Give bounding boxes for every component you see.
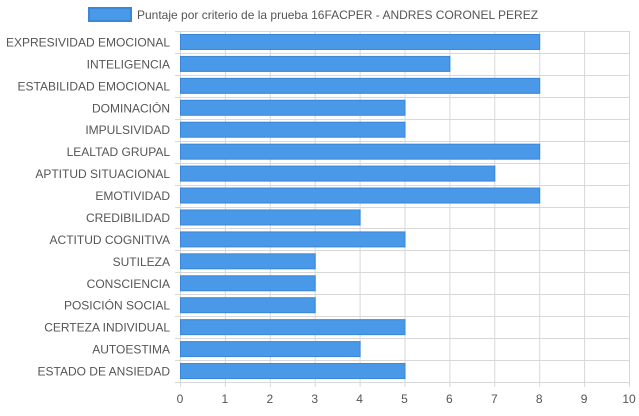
- category-label: SUTILEZA: [113, 255, 170, 269]
- x-axis-labels: 0 1 2 3 4 5 6 7 8 9 10: [177, 392, 636, 406]
- bar[interactable]: [180, 165, 496, 182]
- category-label: EXPRESIVIDAD EMOCIONAL: [6, 35, 170, 49]
- bar[interactable]: [180, 99, 406, 116]
- y-axis-labels: EXPRESIVIDAD EMOCIONAL INTELIGENCIA ESTABI…: [6, 35, 170, 378]
- category-label: EMOTIVIDAD: [95, 189, 170, 203]
- x-tick-label: 9: [581, 392, 588, 406]
- bar[interactable]: [180, 297, 316, 314]
- category-label: DOMINACIÓN: [92, 100, 170, 115]
- category-label: CREDIBILIDAD: [86, 211, 170, 225]
- legend-label: Puntaje por criterio de la prueba 16FACP…: [137, 8, 538, 22]
- category-label: ACTITUD COGNITIVA: [50, 233, 170, 247]
- x-tick-label: 8: [536, 392, 543, 406]
- category-label: LEALTAD GRUPAL: [67, 145, 171, 159]
- bar[interactable]: [180, 319, 406, 336]
- category-label: INTELIGENCIA: [87, 57, 170, 71]
- bar[interactable]: [180, 187, 541, 204]
- bar[interactable]: [180, 341, 361, 358]
- x-tick-label: 3: [311, 392, 318, 406]
- legend-swatch: [88, 7, 132, 22]
- x-tick-label: 2: [266, 392, 273, 406]
- category-label: APTITUD SITUACIONAL: [35, 167, 170, 181]
- category-label: AUTOESTIMA: [92, 343, 170, 357]
- bar[interactable]: [180, 363, 406, 380]
- bar[interactable]: [180, 253, 316, 270]
- bar[interactable]: [180, 33, 541, 50]
- bar[interactable]: [180, 77, 541, 94]
- bar[interactable]: [180, 231, 406, 248]
- x-tick-label: 0: [177, 392, 184, 406]
- x-tick-label: 7: [491, 392, 498, 406]
- bars: [180, 33, 541, 380]
- bar[interactable]: [180, 121, 406, 138]
- x-tick-label: 6: [446, 392, 453, 406]
- category-label: CERTEZA INDIVIDUAL: [44, 321, 170, 335]
- legend[interactable]: Puntaje por criterio de la prueba 16FACP…: [88, 7, 538, 22]
- bar[interactable]: [180, 209, 361, 226]
- x-tick-label: 4: [356, 392, 363, 406]
- category-label: POSICIÓN SOCIAL: [64, 298, 170, 313]
- category-label: IMPULSIVIDAD: [85, 123, 170, 137]
- category-label: ESTADO DE ANSIEDAD: [38, 365, 171, 379]
- x-tick-label: 1: [222, 392, 229, 406]
- category-label: CONSCIENCIA: [87, 277, 170, 291]
- bar[interactable]: [180, 275, 316, 292]
- category-label: ESTABILIDAD EMOCIONAL: [18, 79, 171, 93]
- x-tick-label: 10: [622, 392, 636, 406]
- bar[interactable]: [180, 143, 541, 160]
- x-tick-label: 5: [401, 392, 408, 406]
- bar[interactable]: [180, 55, 451, 72]
